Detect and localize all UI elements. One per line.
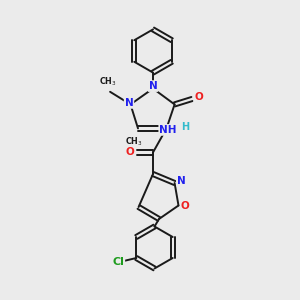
Text: CH$_3$: CH$_3$: [125, 135, 143, 148]
Text: N: N: [124, 98, 134, 108]
Text: O: O: [125, 147, 134, 158]
Text: NH: NH: [159, 125, 177, 135]
Text: N: N: [148, 81, 158, 91]
Text: Cl: Cl: [112, 256, 124, 267]
Text: H: H: [181, 122, 189, 133]
Text: CH$_3$: CH$_3$: [99, 76, 117, 88]
Text: N: N: [177, 176, 186, 186]
Text: O: O: [181, 201, 190, 211]
Text: O: O: [194, 92, 203, 102]
